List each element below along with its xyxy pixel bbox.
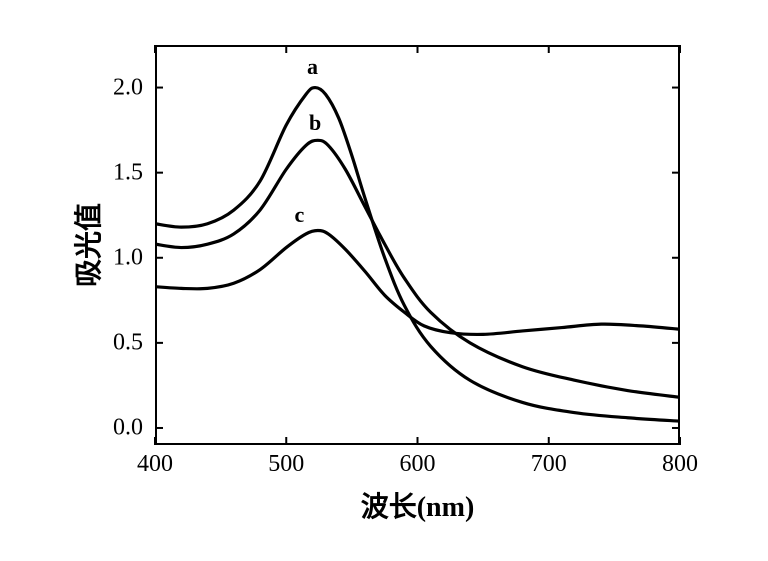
y-tick-label: 1.5 xyxy=(113,159,143,186)
series-label-c: c xyxy=(294,202,304,228)
x-tick-label: 600 xyxy=(400,451,436,478)
x-tick-label: 500 xyxy=(268,451,304,478)
y-axis-label: 吸光值 xyxy=(67,203,107,287)
x-tick-label: 700 xyxy=(531,451,567,478)
y-tick-label: 0.5 xyxy=(113,329,143,356)
series-a xyxy=(155,88,680,422)
series-c xyxy=(155,231,680,335)
y-tick-label: 2.0 xyxy=(113,74,143,101)
series-label-a: a xyxy=(307,54,318,80)
x-tick-label: 800 xyxy=(662,451,698,478)
series-label-b: b xyxy=(309,110,321,136)
series-b xyxy=(155,140,680,397)
y-tick-label: 1.0 xyxy=(113,244,143,271)
y-tick-label: 0.0 xyxy=(113,414,143,441)
x-tick-label: 400 xyxy=(137,451,173,478)
x-axis-label: 波长(nm) xyxy=(361,485,475,525)
